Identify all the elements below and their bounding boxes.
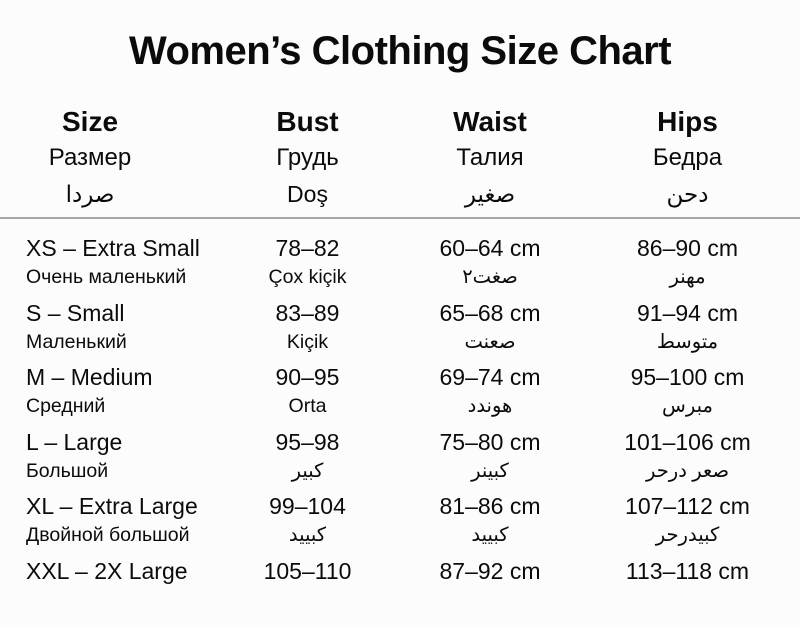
header-divider-line <box>0 217 800 219</box>
waist-value: 60–64 cm <box>439 235 541 261</box>
hips-cell: 107–112 cm كبيدرحر <box>575 491 800 550</box>
waist-value: 75–80 cm <box>439 428 541 455</box>
column-header-hips: Hips Бедра دحن <box>575 104 800 212</box>
size-sublabel: Двойной большой <box>26 524 190 546</box>
table-body: XS – Extra Small Очень маленький 78–82 Ç… <box>0 219 800 614</box>
table-row-s: S – Small Маленький 83–89 Kiçik 65–68 cm… <box>0 292 800 357</box>
bust-value: 105–110 <box>263 557 352 584</box>
bust-cell: 95–98 كبير <box>210 427 405 486</box>
waist-sublabel: هوندد <box>467 395 513 417</box>
column-header-bust: Bust Грудь Doş <box>210 104 405 212</box>
column-header-bust-az: Doş <box>287 181 328 207</box>
waist-cell: 69–74 cm هوندد <box>405 362 575 421</box>
bust-value: 99–104 <box>269 493 346 519</box>
hips-cell: 95–100 cm مبرس <box>575 362 800 421</box>
hips-value: 95–100 cm <box>630 364 745 390</box>
bust-value: 90–95 <box>275 364 340 390</box>
hips-sublabel: مهنر <box>669 266 706 288</box>
hips-value: 86–90 cm <box>636 235 738 261</box>
waist-sublabel: كبينر <box>471 459 509 482</box>
column-header-size-en: Size <box>61 106 119 137</box>
size-cell: XXL – 2X Large <box>0 556 210 615</box>
waist-sublabel: كبييد <box>471 524 509 546</box>
column-header-waist-ru: Талия <box>456 144 524 171</box>
waist-cell: 75–80 cm كبينر <box>405 427 575 486</box>
size-cell: M – Medium Средний <box>0 362 210 421</box>
bust-cell: 99–104 كبييد <box>210 491 405 550</box>
table-row-xs: XS – Extra Small Очень маленький 78–82 Ç… <box>0 227 800 292</box>
bust-value: 95–98 <box>275 428 340 455</box>
column-header-bust-ru: Грудь <box>276 144 339 171</box>
size-cell: S – Small Маленький <box>0 298 210 357</box>
size-label: XXL – 2X Large <box>26 557 188 584</box>
waist-cell: 81–86 cm كبييد <box>405 491 575 550</box>
column-header-hips-ru: Бедра <box>652 144 723 171</box>
column-header-waist: Waist Талия صغير <box>405 104 575 212</box>
table-row-m: M – Medium Средний 90–95 Orta 69–74 cm ه… <box>0 356 800 421</box>
bust-sublabel: كبير <box>291 459 324 482</box>
hips-sublabel: كبيدرحر <box>655 524 720 546</box>
hips-cell: 91–94 cm متوسط <box>575 298 800 357</box>
page-title: Women’s Clothing Size Chart <box>128 29 672 73</box>
size-label: XL – Extra Large <box>26 493 198 519</box>
bust-cell: 78–82 Çox kiçik <box>210 233 405 292</box>
waist-cell: 65–68 cm صعنت <box>405 298 575 357</box>
column-header-hips-ar: دحن <box>666 181 709 207</box>
size-sublabel: Очень маленький <box>26 266 187 288</box>
hips-value: 113–118 cm <box>625 557 750 584</box>
waist-cell: 87–92 cm <box>405 556 575 615</box>
hips-cell: 86–90 cm مهنر <box>575 233 800 292</box>
size-sublabel: Большой <box>26 459 109 482</box>
hips-cell: 113–118 cm <box>575 556 800 615</box>
hips-value: 107–112 cm <box>625 493 750 519</box>
bust-sublabel: Kiçik <box>286 330 329 353</box>
table-row-xl: XL – Extra Large Двойной большой 99–104 … <box>0 485 800 550</box>
size-label: L – Large <box>26 428 123 455</box>
bust-cell: 90–95 Orta <box>210 362 405 421</box>
bust-sublabel: Çox kiçik <box>268 266 347 288</box>
waist-value: 69–74 cm <box>439 364 541 390</box>
hips-sublabel: مبرس <box>662 395 713 417</box>
bust-sublabel: Orta <box>288 395 327 417</box>
hips-sublabel: متوسط <box>656 330 719 353</box>
hips-sublabel: صعر درحر <box>645 459 730 482</box>
column-header-size: Size Размер صردا <box>0 104 210 212</box>
waist-value: 65–68 cm <box>439 299 541 326</box>
size-cell: L – Large Большой <box>0 427 210 486</box>
size-cell: XL – Extra Large Двойной большой <box>0 491 210 550</box>
waist-cell: 60–64 cm صغت٢ <box>405 233 575 292</box>
bust-value: 83–89 <box>275 299 340 326</box>
bust-sublabel: كبييد <box>288 524 327 546</box>
column-header-bust-en: Bust <box>276 106 339 137</box>
size-sublabel: Средний <box>26 395 106 417</box>
hips-value: 91–94 cm <box>636 299 738 326</box>
bust-value: 78–82 <box>275 235 340 261</box>
waist-sublabel: صغت٢ <box>462 266 518 288</box>
waist-value: 87–92 cm <box>439 557 541 584</box>
table-row-l: L – Large Большой 95–98 كبير 75–80 cm كب… <box>0 421 800 486</box>
bust-cell: 105–110 <box>210 556 405 615</box>
size-label: M – Medium <box>26 364 153 390</box>
table-header-row: Size Размер صردا Bust Грудь Doş Waist Та… <box>0 104 800 212</box>
column-header-hips-en: Hips <box>657 106 718 137</box>
column-header-size-ar: صردا <box>65 181 115 207</box>
column-header-waist-en: Waist <box>453 106 527 137</box>
column-header-waist-ar: صغير <box>464 181 516 207</box>
waist-sublabel: صعنت <box>464 330 516 353</box>
size-cell: XS – Extra Small Очень маленький <box>0 233 210 292</box>
waist-value: 81–86 cm <box>439 493 541 519</box>
hips-value: 101–106 cm <box>624 428 751 455</box>
table-row-xxl: XXL – 2X Large 105–110 87–92 cm 113–118 … <box>0 550 800 615</box>
column-header-size-ru: Размер <box>48 144 132 171</box>
size-label: S – Small <box>26 299 125 326</box>
bust-cell: 83–89 Kiçik <box>210 298 405 357</box>
size-label: XS – Extra Small <box>26 235 200 261</box>
hips-cell: 101–106 cm صعر درحر <box>575 427 800 486</box>
size-sublabel: Маленький <box>26 330 127 353</box>
